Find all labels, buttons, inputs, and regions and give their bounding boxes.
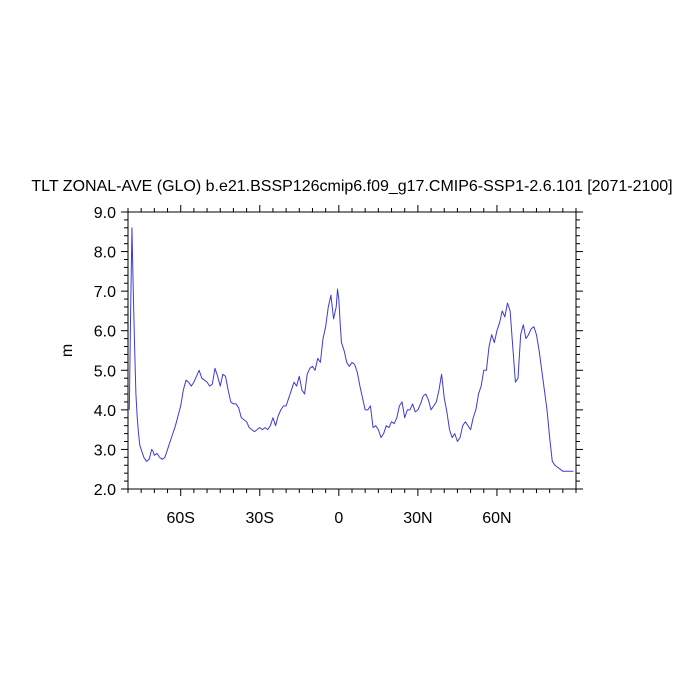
series-layer <box>128 227 574 472</box>
x-tick-label: 60N <box>482 510 511 527</box>
y-tick-label: 8.0 <box>94 245 116 262</box>
y-tick-label: 3.0 <box>94 442 116 459</box>
y-axis-label: m <box>59 344 76 357</box>
tick-labels: 2.0 3.0 4.0 5.0 6.0 7.0 8.0 9.0 60S 30S 0 30N 60N <box>94 205 512 527</box>
y-tick-label: 2.0 <box>94 482 116 499</box>
series-line <box>128 227 574 472</box>
y-tick-label: 9.0 <box>94 205 116 222</box>
x-tick-label: 30N <box>403 510 432 527</box>
x-tick-label: 0 <box>334 510 343 527</box>
chart-title: TLT ZONAL-AVE (GLO) b.e21.BSSP126cmip6.f… <box>31 178 672 195</box>
y-tick-label: 7.0 <box>94 284 116 301</box>
axis-ticks <box>121 205 583 496</box>
plot-frame <box>127 211 577 490</box>
y-tick-label: 4.0 <box>94 403 116 420</box>
y-tick-label: 5.0 <box>94 363 116 380</box>
y-tick-label: 6.0 <box>94 324 116 341</box>
x-tick-label: 60S <box>166 510 194 527</box>
x-tick-label: 30S <box>246 510 274 527</box>
